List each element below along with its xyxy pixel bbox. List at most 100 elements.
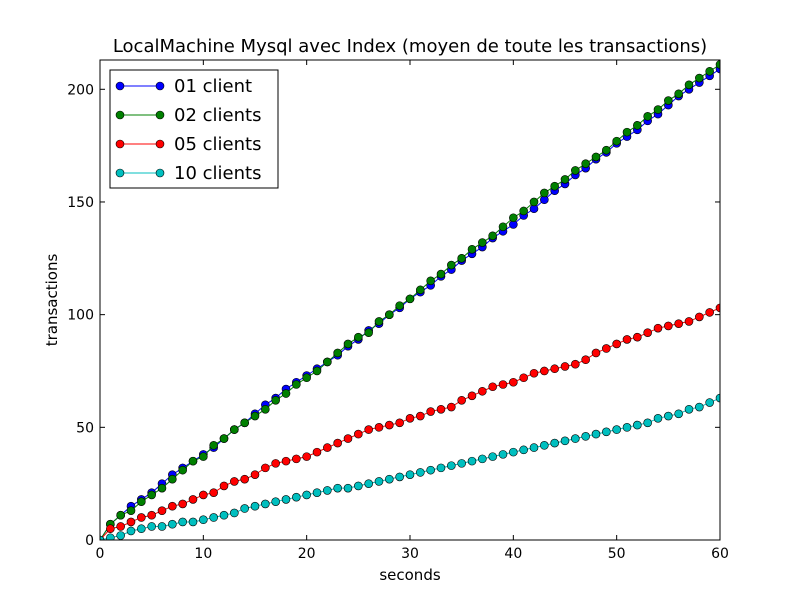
data-point	[323, 486, 332, 495]
data-point	[302, 490, 311, 500]
data-point	[540, 188, 549, 198]
data-point	[106, 533, 115, 540]
data-point	[126, 526, 136, 536]
series-group	[100, 60, 720, 540]
x-tick-label: 30	[401, 546, 419, 562]
data-point	[436, 404, 446, 414]
legend: 01 client 02 clients 05 clients 10 clients	[109, 69, 279, 189]
chart-title: LocalMachine Mysql avec Index (moyen de …	[113, 36, 707, 57]
data-point	[199, 452, 208, 461]
data-point	[612, 339, 621, 349]
x-tick-label: 40	[504, 546, 522, 562]
data-point	[271, 459, 280, 468]
data-point	[643, 418, 652, 428]
x-tick-label: 60	[711, 546, 729, 562]
data-point	[271, 497, 280, 506]
data-point	[653, 323, 663, 333]
data-point	[571, 434, 580, 443]
legend-marker	[155, 110, 165, 120]
data-point	[478, 386, 487, 396]
data-point	[323, 357, 332, 367]
data-point	[312, 366, 322, 376]
data-point	[395, 418, 404, 428]
data-point	[250, 411, 260, 421]
data-point	[364, 425, 373, 434]
x-tick-label: 50	[608, 546, 626, 562]
data-point	[436, 463, 446, 473]
y-tick-label: 150	[67, 195, 94, 211]
data-point	[664, 411, 673, 421]
legend-marker	[115, 168, 125, 178]
data-point	[219, 481, 229, 491]
data-point	[519, 445, 528, 455]
data-point	[550, 364, 559, 374]
data-point	[550, 181, 559, 191]
data-point	[281, 389, 291, 398]
data-point	[674, 89, 683, 99]
data-point	[354, 429, 363, 439]
data-point	[374, 317, 384, 326]
data-point	[333, 348, 342, 358]
data-point	[467, 456, 477, 466]
data-point	[457, 459, 466, 468]
data-point	[488, 452, 497, 461]
data-point	[416, 468, 425, 477]
data-point	[157, 483, 167, 493]
data-point	[137, 524, 146, 534]
data-point	[209, 513, 218, 522]
data-point	[447, 461, 456, 470]
data-point	[250, 470, 260, 479]
data-point	[364, 328, 373, 337]
data-point	[467, 244, 477, 254]
data-point	[137, 513, 146, 522]
legend-marker	[155, 139, 165, 149]
data-point	[529, 368, 539, 378]
legend-marker	[155, 81, 165, 91]
data-point	[436, 269, 446, 279]
data-point	[385, 310, 394, 319]
data-point	[705, 398, 714, 407]
data-point	[560, 362, 570, 371]
data-point	[643, 112, 652, 121]
data-point	[416, 411, 425, 421]
data-point	[478, 454, 487, 464]
data-point	[488, 231, 497, 241]
data-point	[116, 510, 125, 520]
data-point	[230, 477, 239, 486]
data-point	[261, 404, 270, 414]
data-point	[292, 380, 301, 389]
data-point	[509, 213, 518, 223]
data-point	[715, 303, 720, 313]
data-point	[168, 519, 177, 529]
data-point	[643, 328, 652, 337]
data-point	[312, 447, 322, 457]
data-point	[364, 479, 373, 488]
data-point	[529, 443, 539, 452]
data-point	[447, 402, 456, 412]
data-point	[684, 317, 694, 326]
data-point	[354, 481, 363, 491]
legend-label: 05 clients	[174, 134, 261, 155]
data-point	[219, 510, 229, 520]
data-point	[498, 450, 508, 459]
x-tick-label: 20	[298, 546, 316, 562]
data-point	[488, 382, 497, 392]
data-point	[664, 96, 673, 105]
data-point	[281, 456, 291, 466]
data-point	[147, 490, 156, 500]
data-point	[230, 508, 239, 518]
data-point	[240, 504, 249, 513]
data-point	[292, 454, 301, 464]
data-point	[540, 441, 549, 450]
data-point	[560, 175, 570, 184]
data-point	[581, 432, 590, 441]
data-point	[602, 344, 611, 353]
data-point	[261, 499, 270, 509]
data-point	[209, 441, 218, 450]
data-point	[168, 474, 177, 484]
data-point	[684, 80, 694, 90]
data-point	[292, 492, 301, 502]
data-point	[571, 359, 580, 369]
data-point	[333, 483, 342, 493]
data-point	[395, 301, 404, 310]
